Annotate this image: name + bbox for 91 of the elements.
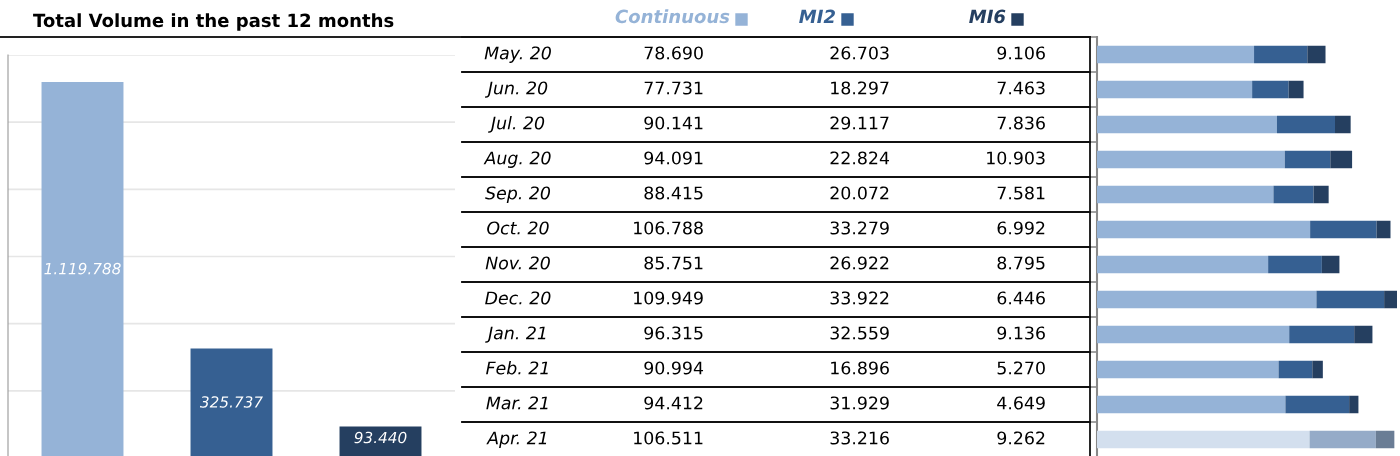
data-label: 109.949 <box>634 291 703 305</box>
bar <box>1276 115 1336 134</box>
data-label: 106.788 <box>634 221 703 235</box>
bar <box>1097 430 1310 449</box>
bar <box>1384 290 1397 309</box>
bar <box>1273 185 1314 204</box>
bar <box>1354 325 1373 344</box>
bar <box>1097 220 1311 239</box>
bar <box>1307 45 1326 64</box>
bar <box>1097 395 1286 414</box>
data-label: 7.581 <box>997 186 1045 200</box>
data-label: 90.994 <box>644 361 704 375</box>
data-label: 1.119.788 <box>44 262 121 275</box>
y-tick-label: Sep. 20 <box>485 186 551 203</box>
data-label: 26.922 <box>830 256 889 270</box>
bar <box>1316 290 1385 309</box>
data-label: 20.072 <box>830 186 889 200</box>
data-label: 9.262 <box>997 431 1045 445</box>
y-tick-label: Jun. 20 <box>485 81 548 98</box>
data-label: 5.270 <box>997 361 1045 375</box>
data-label: 9.136 <box>997 326 1045 340</box>
data-label: 88.415 <box>644 186 703 200</box>
bar <box>1309 430 1376 449</box>
bar <box>1285 395 1350 414</box>
data-label: 22.824 <box>830 151 890 165</box>
data-label: 7.836 <box>997 116 1045 130</box>
legend-label: MI2 <box>799 9 835 23</box>
data-label: 33.216 <box>830 431 889 445</box>
bar <box>1284 150 1331 169</box>
data-label: 6.446 <box>997 291 1045 305</box>
data-label: 33.279 <box>830 221 889 235</box>
data-label: 96.315 <box>644 326 703 340</box>
y-tick-label: Mar. 21 <box>486 396 548 410</box>
bar <box>1097 325 1290 344</box>
data-label: 106.511 <box>634 431 703 445</box>
bar <box>1376 220 1391 239</box>
bar <box>1310 220 1377 239</box>
data-label: 26.703 <box>830 46 889 60</box>
bar <box>1335 115 1351 134</box>
bar <box>1252 80 1289 99</box>
bar <box>1254 45 1308 64</box>
bar <box>1313 185 1329 204</box>
bar <box>1330 150 1353 169</box>
bar <box>1097 115 1277 134</box>
legend-label: Continuous <box>615 9 730 24</box>
y-tick-label: Apr. 21 <box>486 431 547 448</box>
data-label: 29.117 <box>830 116 889 130</box>
bar <box>1097 290 1317 309</box>
y-tick-label: Dec. 20 <box>485 291 551 305</box>
y-tick-label: Feb. 21 <box>486 361 548 375</box>
bar <box>1268 255 1322 274</box>
chart-title: Total Volume in the past 12 months <box>33 13 394 31</box>
data-label: 32.559 <box>830 326 889 340</box>
data-label: 77.731 <box>644 81 703 95</box>
data-label: 33.922 <box>830 291 889 305</box>
bar <box>1097 45 1255 64</box>
data-label: 85.751 <box>644 256 703 270</box>
bar <box>1097 80 1253 99</box>
data-label: 7.463 <box>997 81 1045 95</box>
data-label: 9.106 <box>997 46 1045 60</box>
data-label: 94.412 <box>644 396 703 410</box>
legend-label: MI6 <box>969 9 1006 24</box>
bar <box>1375 430 1395 449</box>
data-label: 16.896 <box>831 361 889 375</box>
bar <box>1321 255 1340 274</box>
y-tick-label: Nov. 20 <box>485 256 550 270</box>
data-label: 18.297 <box>831 81 889 95</box>
data-label: 94.091 <box>644 151 703 165</box>
data-label: 325.737 <box>199 396 263 408</box>
data-label: 78.690 <box>644 46 703 60</box>
y-tick-label: May. 20 <box>484 46 551 63</box>
bar <box>1097 255 1269 274</box>
bar <box>1097 150 1285 169</box>
bar <box>1288 80 1304 99</box>
y-tick-label: Jan. 21 <box>485 326 546 343</box>
data-label: 6.992 <box>997 221 1045 235</box>
bar <box>1312 360 1323 379</box>
bar <box>1097 185 1274 204</box>
data-label: 90.141 <box>644 116 703 130</box>
data-label: 8.795 <box>997 256 1045 270</box>
data-label: 10.903 <box>987 151 1045 165</box>
bar <box>1278 360 1313 379</box>
data-label: 31.929 <box>830 396 889 410</box>
y-tick-label: Aug. 20 <box>483 151 551 168</box>
bar <box>1289 325 1355 344</box>
data-label: 4.649 <box>997 396 1045 410</box>
data-label: 93.440 <box>354 431 407 444</box>
y-tick-label: Jul. 20 <box>488 116 545 133</box>
y-tick-label: Oct. 20 <box>487 221 549 235</box>
bar <box>1097 360 1279 379</box>
bar <box>1349 395 1359 414</box>
